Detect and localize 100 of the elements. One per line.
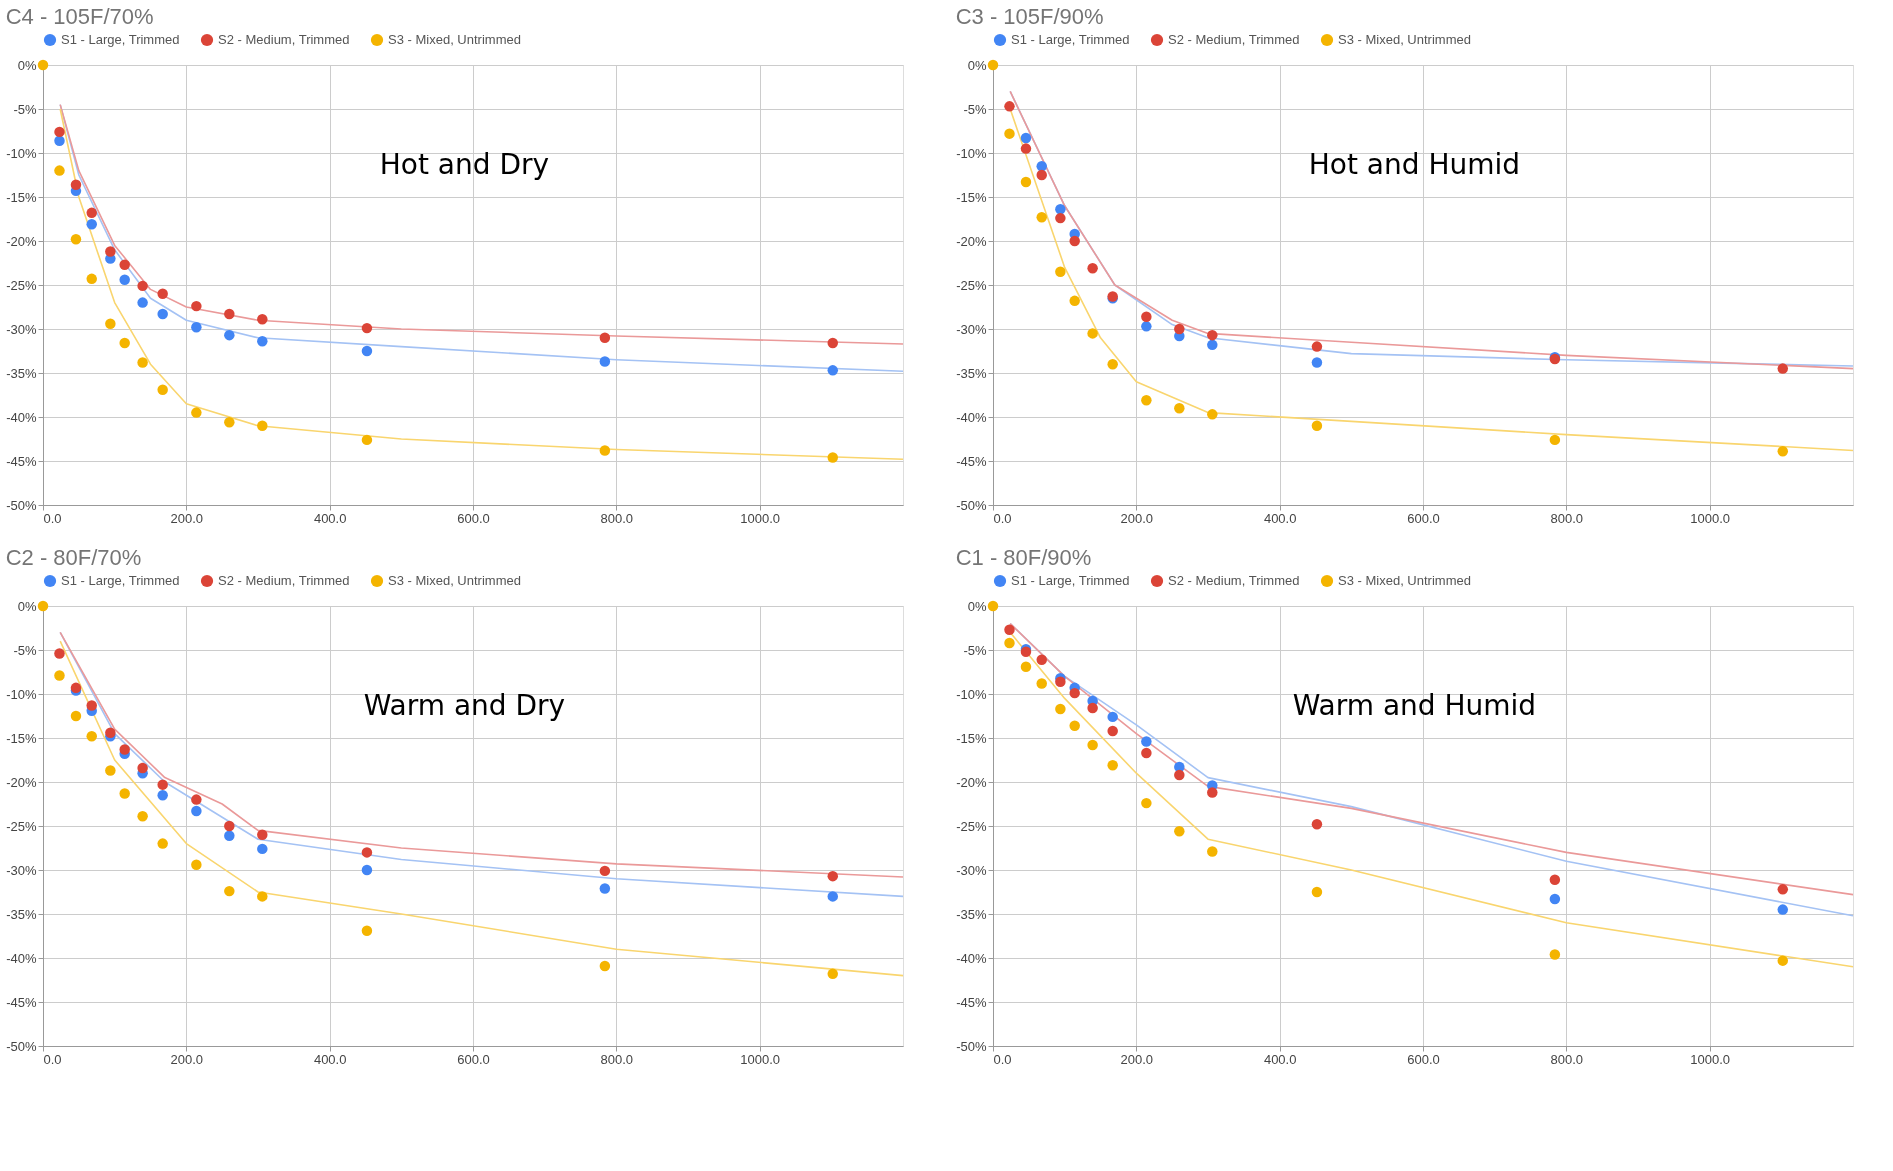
point (1207, 339, 1218, 351)
point (86, 273, 97, 285)
x-tick-label: 200.0 (1120, 1051, 1154, 1067)
y-tick-label: 0% (17, 57, 37, 73)
y-tick-label: -40% (956, 409, 987, 425)
point (119, 337, 130, 349)
x-tick-label: 200.0 (1120, 510, 1154, 526)
point (54, 165, 65, 176)
y-tick-label: -25% (6, 818, 37, 834)
point (1549, 874, 1561, 885)
x-tick-label: 800.0 (600, 510, 634, 526)
y-tick-label: 0% (17, 598, 37, 614)
point (54, 126, 65, 138)
y-tick-label: -10% (956, 686, 987, 702)
legend-label: S3 - Mixed, Untrimmed (388, 573, 521, 588)
point (1141, 311, 1152, 322)
y-tick-label: -40% (6, 950, 37, 966)
point (137, 357, 148, 368)
y-tick-label: -20% (956, 774, 987, 790)
point (1207, 846, 1218, 857)
point (137, 280, 148, 292)
point (1549, 893, 1561, 905)
y-tick-label: -20% (6, 233, 37, 249)
point (37, 59, 49, 71)
x-tick-label: 0.0 (993, 510, 1012, 526)
point (361, 345, 373, 357)
point (191, 300, 202, 312)
point (1311, 357, 1323, 368)
y-tick-label: -45% (6, 994, 37, 1010)
point (86, 731, 97, 742)
point (1777, 446, 1789, 457)
y-tick-label: -30% (6, 862, 37, 878)
line-series (59, 108, 904, 461)
chart-title: C1 - 80F/90% (955, 545, 1092, 570)
x-tick-label: 800.0 (1550, 1051, 1584, 1067)
point (224, 885, 235, 897)
point (361, 864, 373, 876)
x-tick-label: 0.0 (993, 1051, 1012, 1067)
y-tick-label: -30% (6, 321, 37, 337)
x-tick-label: 200.0 (170, 510, 204, 526)
point (1141, 395, 1152, 406)
point (827, 870, 839, 882)
x-tick-label: 200.0 (170, 1051, 204, 1067)
x-tick-label: 1000.0 (1690, 510, 1731, 526)
point (1020, 143, 1032, 154)
point (1311, 341, 1323, 352)
point (361, 322, 373, 334)
y-tick-label: -15% (6, 730, 37, 746)
x-tick-label: 0.0 (43, 510, 62, 526)
chart-title: C4 - 105F/70% (5, 4, 154, 29)
x-tick-label: 600.0 (457, 510, 490, 526)
point (1777, 363, 1789, 374)
y-tick-label: -5% (963, 101, 987, 117)
y-tick-label: -15% (956, 730, 987, 746)
line-series (59, 640, 904, 977)
annotation: Hot and Dry (379, 148, 550, 182)
point (191, 794, 202, 805)
point (1036, 169, 1047, 181)
point (1020, 132, 1032, 144)
y-tick-label: -35% (6, 906, 37, 922)
point (157, 384, 168, 395)
y-tick-label: -45% (956, 453, 987, 469)
point (1107, 358, 1118, 370)
point (361, 847, 373, 858)
y-tick-label: 0% (967, 57, 987, 73)
x-tick-label: 1000.0 (740, 510, 781, 526)
x-tick-label: 800.0 (600, 1051, 634, 1067)
point (1087, 263, 1098, 274)
point (987, 600, 999, 612)
y-tick-label: -35% (6, 365, 37, 381)
y-tick-label: -15% (956, 189, 987, 205)
x-tick-label: 0.0 (43, 1051, 62, 1067)
point (1141, 747, 1152, 759)
point (1107, 725, 1118, 737)
point (599, 883, 611, 894)
point (157, 838, 168, 849)
point (1311, 819, 1323, 830)
x-tick-label: 400.0 (1263, 1051, 1297, 1067)
point (1004, 101, 1015, 112)
point (257, 843, 268, 855)
annotation: Warm and Humid (1292, 689, 1537, 723)
point (224, 830, 235, 841)
point (1055, 266, 1066, 278)
point (224, 308, 235, 320)
point (54, 670, 65, 681)
point (1141, 736, 1152, 747)
point (257, 314, 268, 325)
point (157, 288, 168, 300)
point (157, 789, 168, 801)
point (1020, 661, 1032, 672)
legend-label: S1 - Large, Trimmed (1011, 573, 1130, 588)
legend-label: S3 - Mixed, Untrimmed (1338, 32, 1471, 47)
point (137, 762, 148, 774)
point (224, 329, 235, 341)
point (1174, 323, 1185, 335)
point (827, 891, 839, 902)
point (70, 234, 82, 245)
point (827, 365, 839, 376)
point (157, 779, 168, 790)
point (1174, 826, 1185, 837)
